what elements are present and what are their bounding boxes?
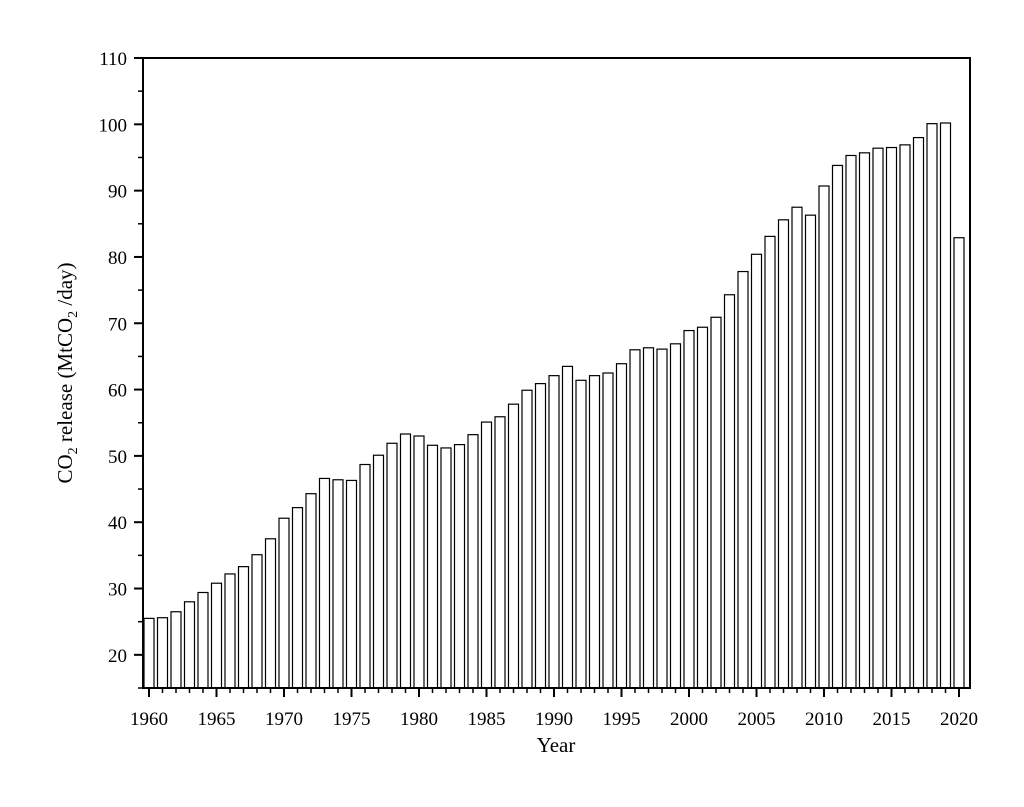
bar-1965 bbox=[210, 582, 223, 689]
bar-1986 bbox=[494, 416, 506, 689]
x-tick-label: 2020 bbox=[940, 709, 978, 730]
bar-series bbox=[143, 122, 965, 689]
plot-frame bbox=[142, 57, 971, 689]
x-tick-label: 2010 bbox=[805, 709, 843, 730]
x-tick-label: 1995 bbox=[603, 709, 641, 730]
bar-1993 bbox=[588, 375, 601, 689]
bar-1982 bbox=[440, 447, 452, 689]
bar-1972 bbox=[305, 493, 317, 689]
x-tick-label: 1965 bbox=[198, 709, 236, 730]
bar-2020 bbox=[953, 237, 965, 689]
bar-1999 bbox=[669, 343, 682, 689]
bar-2010 bbox=[818, 185, 830, 689]
bar-1980 bbox=[413, 435, 425, 689]
bar-1963 bbox=[183, 601, 196, 689]
bar-1967 bbox=[237, 566, 250, 689]
bar-2009 bbox=[804, 214, 817, 689]
y-tick-label: 70 bbox=[108, 314, 127, 335]
y-tick-label: 20 bbox=[108, 646, 127, 667]
bar-2007 bbox=[777, 219, 790, 689]
y-axis-title: CO2 release (MtCO2 /day) bbox=[53, 262, 81, 483]
bar-1998 bbox=[656, 348, 668, 689]
x-tick-label: 2005 bbox=[738, 709, 776, 730]
x-tick-label: 1975 bbox=[333, 709, 371, 730]
bar-1960 bbox=[143, 617, 155, 689]
bar-2019 bbox=[939, 122, 952, 689]
bar-2016 bbox=[899, 144, 911, 689]
bar-2005 bbox=[750, 253, 763, 689]
x-axis-title: Year bbox=[537, 733, 576, 757]
bar-1981 bbox=[426, 444, 439, 689]
bar-2015 bbox=[885, 146, 898, 689]
bar-1977 bbox=[372, 454, 385, 689]
bar-1970 bbox=[278, 517, 290, 689]
x-axis: 1960 1965 1970 1975 1980 1985 1990 1995 2000 2005… bbox=[130, 688, 978, 730]
bar-1985 bbox=[480, 421, 493, 689]
bar-1969 bbox=[264, 538, 277, 689]
bar-1975 bbox=[345, 479, 358, 689]
x-tick-label: 1990 bbox=[535, 709, 573, 730]
y-tick-label: 80 bbox=[108, 248, 127, 269]
x-tick-label: 1985 bbox=[468, 709, 506, 730]
y-tick-label: 60 bbox=[108, 381, 127, 402]
x-tick-label: 1980 bbox=[400, 709, 438, 730]
bar-2002 bbox=[710, 316, 722, 689]
y-tick-label: 30 bbox=[108, 580, 127, 601]
bar-2017 bbox=[912, 136, 925, 689]
y-tick-label: 40 bbox=[108, 513, 127, 534]
bar-1983 bbox=[453, 444, 466, 689]
y-tick-label: 100 bbox=[99, 115, 128, 136]
bar-2001 bbox=[696, 326, 709, 689]
bar-1962 bbox=[170, 611, 182, 689]
bar-1988 bbox=[521, 389, 533, 689]
bar-2014 bbox=[872, 147, 884, 689]
bar-1991 bbox=[561, 365, 574, 689]
bar-2008 bbox=[791, 206, 803, 689]
x-tick-label: 2015 bbox=[873, 709, 911, 730]
bar-1976 bbox=[359, 463, 371, 689]
y-tick-label: 50 bbox=[108, 447, 127, 468]
bar-1989 bbox=[534, 383, 547, 689]
bar-1996 bbox=[629, 349, 641, 689]
bar-2013 bbox=[858, 152, 871, 689]
bar-1984 bbox=[467, 434, 479, 689]
bar-1973 bbox=[318, 477, 331, 689]
bar-2011 bbox=[831, 164, 844, 689]
y-tick-label: 90 bbox=[108, 182, 127, 203]
bar-1964 bbox=[197, 591, 209, 689]
bar-2003 bbox=[723, 294, 736, 689]
y-tick-label: 110 bbox=[99, 49, 127, 70]
bar-1997 bbox=[642, 347, 655, 689]
bar-2012 bbox=[845, 154, 857, 689]
bar-1961 bbox=[156, 617, 169, 689]
bar-1974 bbox=[332, 479, 344, 689]
x-tick-label: 2000 bbox=[670, 709, 708, 730]
bar-1971 bbox=[291, 507, 304, 689]
x-tick-label: 1970 bbox=[265, 709, 303, 730]
bar-1979 bbox=[399, 433, 412, 689]
bar-1966 bbox=[224, 573, 236, 689]
bar-1968 bbox=[251, 554, 263, 689]
bar-2004 bbox=[737, 270, 749, 689]
bar-1987 bbox=[507, 403, 520, 689]
bar-1994 bbox=[602, 372, 614, 689]
bar-1992 bbox=[575, 379, 587, 689]
bar-1990 bbox=[548, 375, 560, 689]
bar-1995 bbox=[615, 363, 628, 689]
bar-1978 bbox=[386, 442, 398, 689]
x-tick-label: 1960 bbox=[130, 709, 168, 730]
bar-2006 bbox=[764, 235, 776, 689]
y-axis: 20 30 40 50 60 70 80 90 100 110 bbox=[99, 49, 143, 689]
bar-2018 bbox=[926, 123, 938, 689]
bar-2000 bbox=[683, 329, 695, 689]
